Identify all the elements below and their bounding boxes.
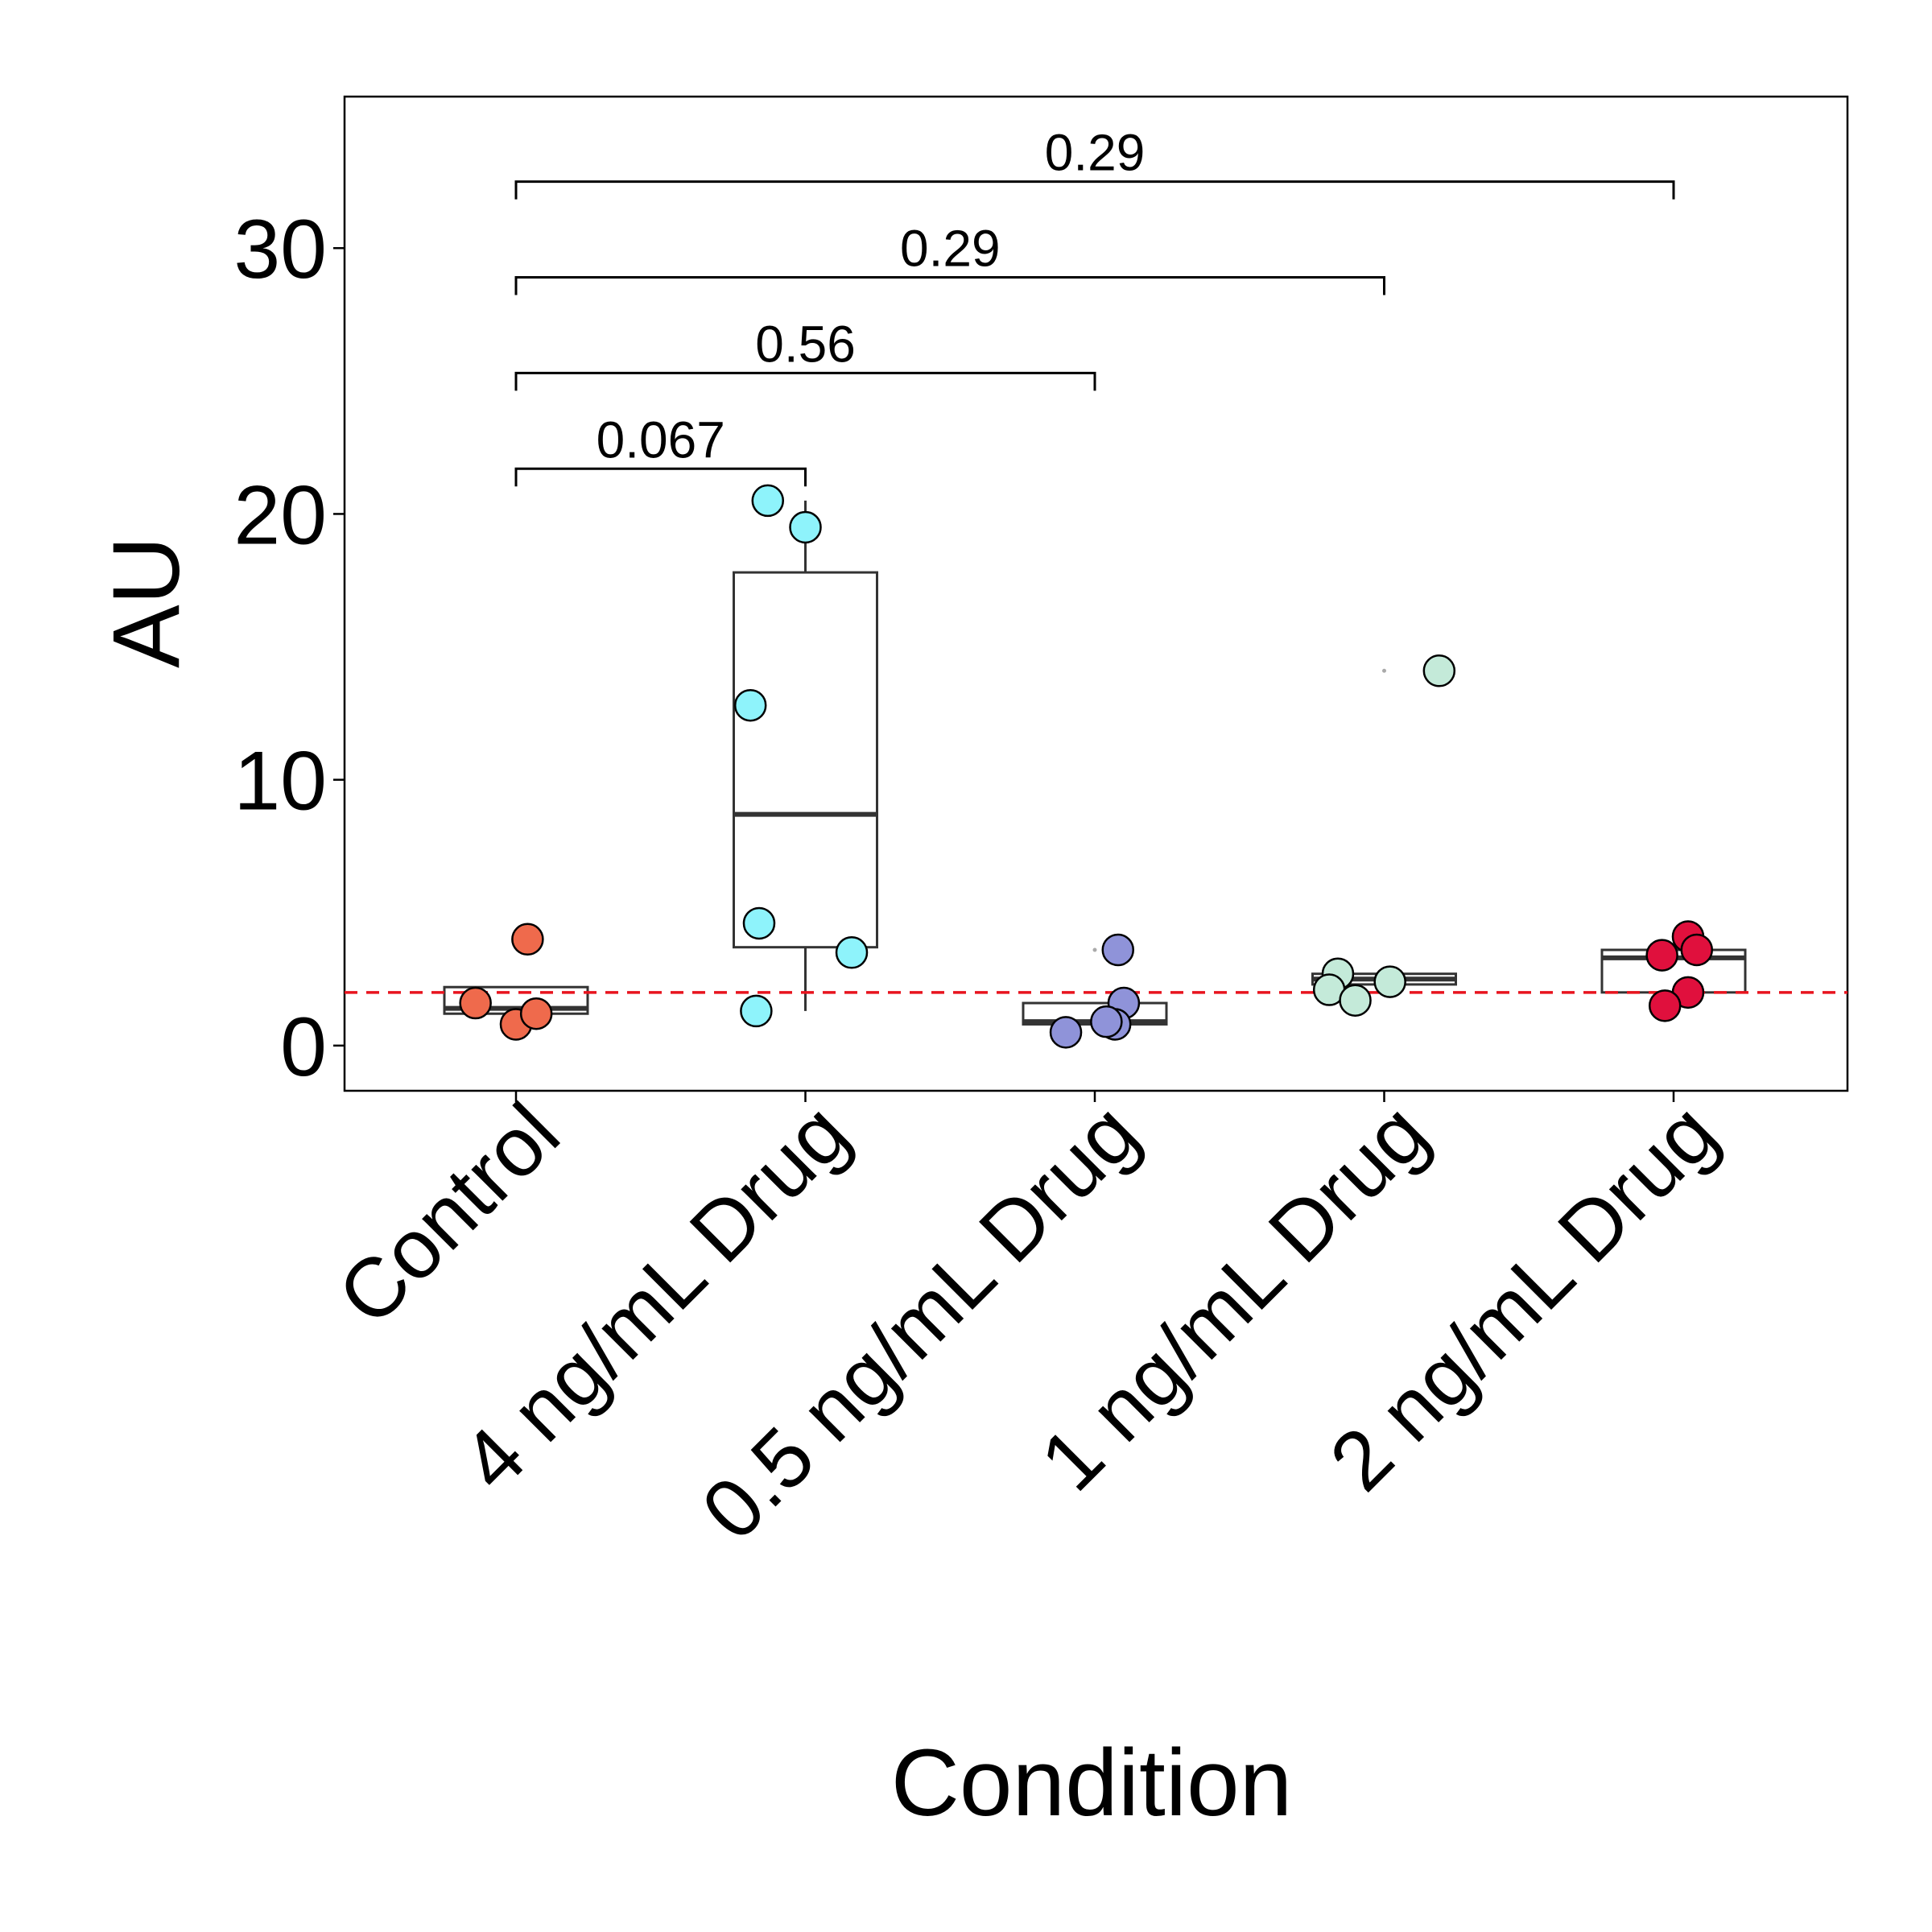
outlier-point — [1092, 947, 1097, 952]
data-point — [1101, 933, 1135, 967]
data-point — [789, 510, 822, 544]
y-tick-label: 0 — [280, 1001, 327, 1094]
data-point — [733, 688, 767, 722]
box-group — [733, 500, 878, 1011]
plot-border — [343, 95, 1849, 1092]
y-tick-label: 10 — [233, 735, 327, 828]
data-point — [1090, 1005, 1123, 1038]
p-value-label: 0.067 — [597, 411, 725, 469]
data-point — [519, 997, 553, 1030]
bracket-line — [514, 467, 807, 487]
data-point — [1049, 1016, 1083, 1049]
data-point — [1648, 989, 1682, 1022]
data-point — [511, 923, 544, 956]
x-axis-title: Condition — [891, 1730, 1293, 1836]
data-point — [742, 906, 776, 940]
bracket-line — [514, 276, 1385, 295]
data-point — [751, 484, 785, 518]
data-point — [740, 994, 773, 1028]
data-point — [1680, 933, 1714, 967]
data-point — [1339, 984, 1372, 1017]
significance-bracket: 0.067 — [514, 411, 807, 487]
bracket-line — [514, 371, 1096, 391]
box — [733, 571, 878, 949]
data-point — [1373, 965, 1406, 998]
y-axis-title: AU — [93, 536, 200, 668]
significance-bracket: 0.56 — [514, 315, 1096, 391]
data-point — [835, 936, 869, 969]
significance-bracket: 0.29 — [514, 124, 1675, 200]
p-value-label: 0.29 — [1045, 124, 1146, 182]
significance-bracket: 0.29 — [514, 220, 1385, 295]
data-point — [459, 986, 492, 1020]
data-point — [1645, 939, 1678, 972]
data-point — [1422, 654, 1456, 687]
outlier-point — [1382, 668, 1386, 673]
p-value-label: 0.56 — [755, 315, 856, 373]
y-tick-label: 20 — [233, 469, 327, 562]
bracket-line — [514, 180, 1675, 200]
p-value-label: 0.29 — [900, 220, 1001, 278]
y-tick-label: 30 — [233, 203, 327, 296]
